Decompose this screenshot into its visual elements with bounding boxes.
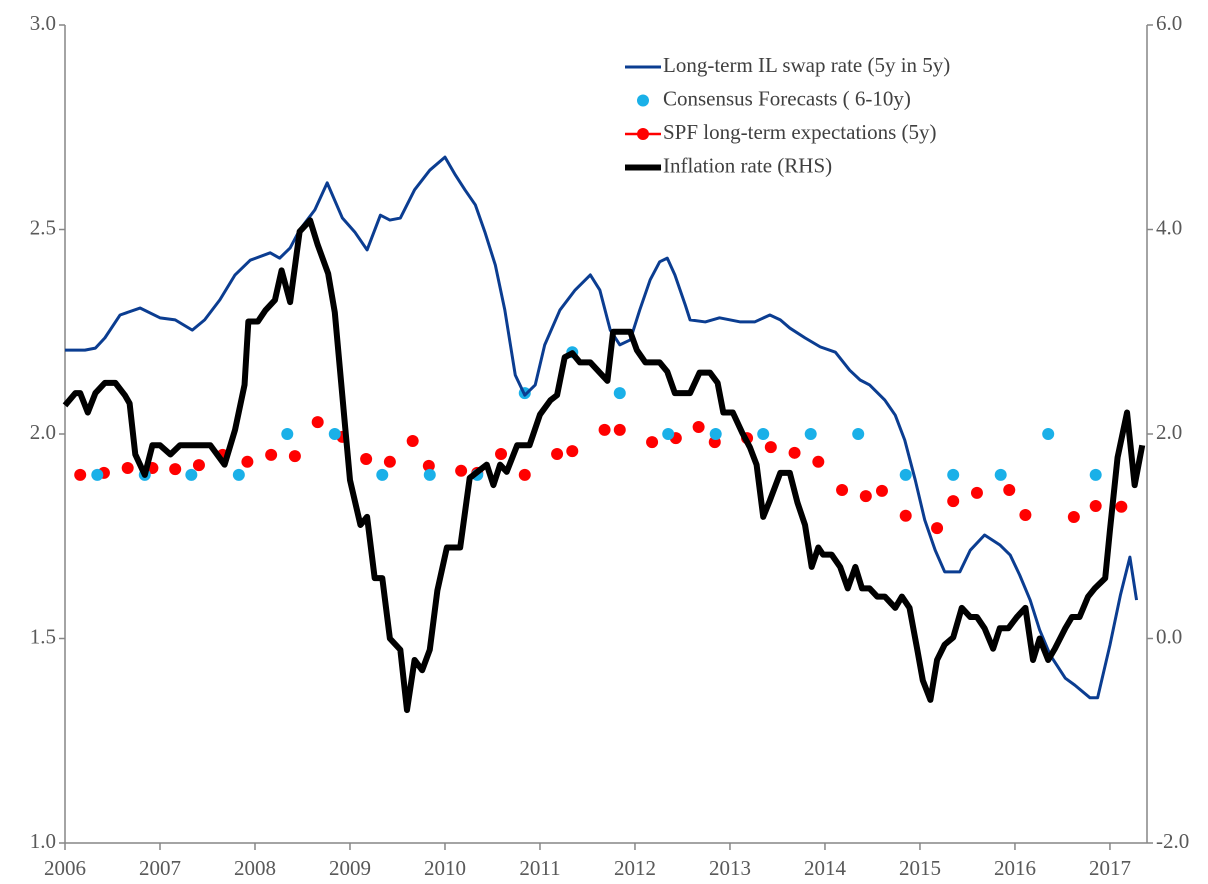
data-point — [495, 448, 508, 461]
data-point — [646, 436, 659, 449]
x-tick-label: 2007 — [139, 856, 181, 880]
data-point — [662, 428, 675, 440]
y-tick-label: 2.0 — [30, 420, 56, 444]
x-tick-label: 2016 — [994, 856, 1036, 880]
y2-tick-label: 4.0 — [1156, 215, 1182, 239]
data-point — [518, 468, 531, 481]
data-point — [970, 486, 983, 499]
data-point — [192, 459, 205, 472]
data-point — [613, 387, 626, 400]
data-point — [836, 484, 849, 497]
data-point — [551, 448, 564, 461]
x-tick-label: 2017 — [1089, 856, 1131, 880]
x-tick-label: 2013 — [709, 856, 751, 880]
data-point — [613, 423, 626, 436]
legend-dot — [637, 128, 649, 140]
data-point — [169, 463, 182, 476]
data-point — [1089, 499, 1102, 512]
y2-tick-label: 0.0 — [1156, 624, 1182, 648]
data-point — [288, 450, 301, 463]
series-line — [62, 217, 1146, 714]
data-point — [1019, 508, 1032, 521]
data-point — [899, 468, 912, 481]
data-point — [328, 428, 341, 440]
x-tick-label: 2011 — [519, 856, 560, 880]
data-point — [1115, 500, 1128, 513]
legend-label: Consensus Forecasts ( 6-10y) — [663, 86, 911, 110]
data-point — [281, 428, 294, 440]
data-point — [852, 428, 865, 440]
y-tick-label: 2.5 — [30, 215, 56, 239]
data-point — [566, 445, 579, 458]
data-point — [947, 468, 960, 481]
data-point — [91, 468, 104, 481]
y-tick-label: 1.0 — [30, 829, 56, 853]
data-point — [360, 452, 373, 465]
data-point — [376, 468, 389, 481]
data-point — [931, 522, 944, 535]
data-point — [692, 421, 705, 434]
data-point — [406, 434, 419, 447]
data-point — [74, 468, 87, 481]
y2-tick-label: 2.0 — [1156, 420, 1182, 444]
x-tick-label: 2014 — [804, 856, 847, 880]
data-point — [875, 484, 888, 497]
data-point — [994, 468, 1007, 481]
data-point — [947, 495, 960, 508]
data-point — [1042, 428, 1055, 440]
data-point — [804, 428, 817, 440]
y-tick-label: 1.5 — [30, 624, 56, 648]
data-point — [423, 468, 436, 481]
data-point — [859, 490, 872, 503]
data-point — [121, 461, 134, 474]
legend-label: Inflation rate (RHS) — [663, 153, 832, 177]
data-point — [241, 455, 254, 468]
data-point — [598, 423, 611, 436]
x-tick-label: 2008 — [234, 856, 276, 880]
x-tick-label: 2012 — [614, 856, 656, 880]
data-point — [1003, 484, 1016, 497]
data-point — [899, 509, 912, 522]
x-tick-label: 2015 — [899, 856, 941, 880]
x-tick-label: 2009 — [329, 856, 371, 880]
data-point — [788, 446, 801, 459]
data-point — [455, 464, 468, 477]
y2-tick-label: 6.0 — [1156, 11, 1182, 35]
y-tick-label: 3.0 — [30, 11, 56, 35]
y2-tick-label: -2.0 — [1156, 829, 1189, 853]
data-point — [757, 428, 770, 440]
legend-dot — [637, 94, 649, 107]
data-point — [764, 441, 777, 454]
data-point — [383, 455, 396, 468]
data-point — [1067, 511, 1080, 524]
legend-label: SPF long-term expectations (5y) — [663, 120, 937, 144]
legend-label: Long-term IL swap rate (5y in 5y) — [663, 53, 950, 77]
data-point — [422, 459, 435, 472]
data-point — [709, 428, 722, 440]
data-point — [1089, 468, 1102, 481]
data-point — [311, 416, 324, 429]
data-point — [265, 448, 278, 461]
x-tick-label: 2006 — [44, 856, 86, 880]
data-point — [185, 468, 198, 481]
x-tick-label: 2010 — [424, 856, 466, 880]
data-point — [812, 455, 825, 468]
data-point — [232, 468, 245, 481]
